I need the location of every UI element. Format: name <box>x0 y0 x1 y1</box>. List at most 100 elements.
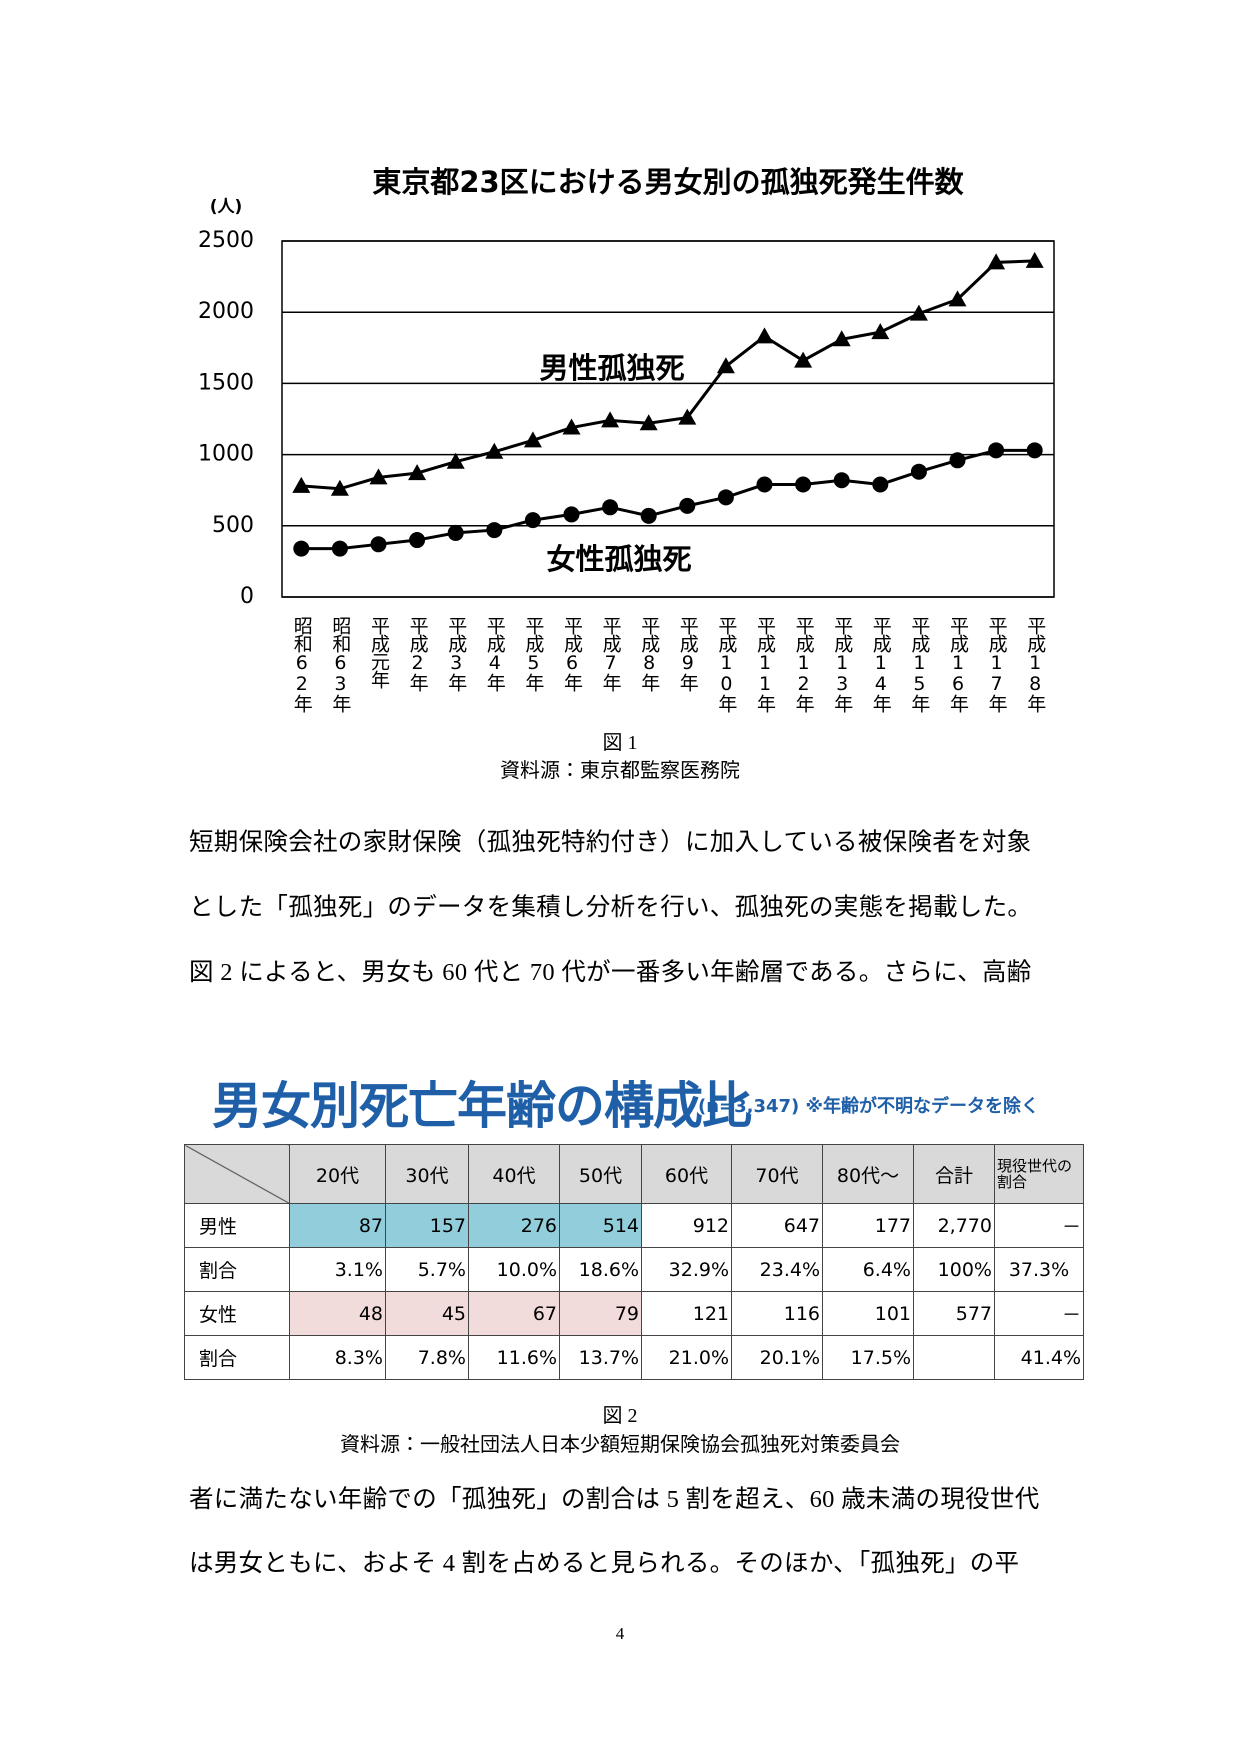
marker <box>486 522 503 539</box>
marker <box>292 476 311 493</box>
table-row: 割合 8.3% 7.8% 11.6% 13.7% 21.0% 20.1% 17.5% 41.4% <box>184 1335 1084 1380</box>
table-cell: 116 <box>731 1291 823 1336</box>
x-tick-label: 平成8年 <box>638 616 661 691</box>
table-row: 男性 87 157 276 514 912 647 177 2,770 － <box>184 1203 1084 1248</box>
table-cell: 67 <box>468 1291 560 1336</box>
series-label: 男性孤独死 <box>539 351 684 385</box>
x-tick-label: 平成11年 <box>754 616 776 712</box>
page-number: 4 <box>615 1624 625 1643</box>
marker <box>717 489 734 506</box>
marker <box>562 418 581 435</box>
y-axis-label: (人) <box>210 197 243 217</box>
marker <box>639 414 658 431</box>
table-cell: 101 <box>822 1291 914 1336</box>
x-tick-label: 平成6年 <box>561 616 583 691</box>
row-header: 割合 <box>184 1335 290 1380</box>
column-header: 20代 <box>289 1144 386 1204</box>
table-cell: 87 <box>289 1203 386 1248</box>
row-header: 男性 <box>184 1203 290 1248</box>
column-header: 80代～ <box>822 1144 914 1204</box>
table-cell: 121 <box>641 1291 732 1336</box>
table-cell: 647 <box>731 1203 823 1248</box>
marker <box>833 472 850 489</box>
table-cell: 177 <box>822 1203 914 1248</box>
body-line: は男女ともに、およそ 4 割を占めると見られる。そのほか、「孤独死」の平 <box>189 1550 1020 1577</box>
marker <box>369 468 388 485</box>
x-tick-label: 平成17年 <box>985 616 1008 712</box>
row-header: 女性 <box>184 1291 290 1336</box>
x-tick-label: 昭和63年 <box>329 616 352 712</box>
marker <box>293 540 310 557</box>
series-label: 女性孤独死 <box>546 542 691 576</box>
y-tick-label: 0 <box>240 584 254 609</box>
marker <box>640 507 657 524</box>
chart-title: 東京都23区における男女別の孤独死発生件数 <box>372 165 963 199</box>
table-cell: 23.4% <box>731 1247 823 1292</box>
table-note: (n=3,347) ※年齢が不明なデータを除く <box>698 1096 1040 1117</box>
marker <box>756 476 773 493</box>
marker <box>524 512 541 529</box>
column-header: 60代 <box>641 1144 732 1204</box>
column-header: 40代 <box>468 1144 560 1204</box>
marker <box>485 442 504 459</box>
table-cell: 157 <box>385 1203 469 1248</box>
x-tick-label: 平成16年 <box>947 616 969 712</box>
x-tick-label: 昭和62年 <box>290 616 313 712</box>
table-cell: 7.8% <box>385 1335 469 1380</box>
marker <box>330 479 349 496</box>
marker <box>679 497 696 514</box>
marker <box>331 540 348 557</box>
y-tick-label: 500 <box>212 513 254 538</box>
marker <box>909 304 928 321</box>
table-cell: 48 <box>289 1291 386 1336</box>
x-tick-label: 平成15年 <box>908 616 931 712</box>
x-tick-label: 平成5年 <box>522 616 545 691</box>
table-cell: 20.1% <box>731 1335 823 1380</box>
marker <box>988 442 1005 459</box>
figure-caption: 図 2 <box>602 1405 638 1427</box>
marker <box>602 499 619 516</box>
marker <box>949 452 966 469</box>
marker <box>872 476 889 493</box>
marker <box>871 323 890 340</box>
x-tick-label: 平成4年 <box>483 616 506 691</box>
table-cell: 514 <box>559 1203 642 1248</box>
table-cell: 18.6% <box>559 1247 642 1292</box>
table-cell: 45 <box>385 1291 469 1336</box>
marker <box>948 290 967 307</box>
table-cell: 41.4% <box>994 1335 1084 1380</box>
x-tick-label: 平成2年 <box>406 616 429 691</box>
figure-caption: 図 1 <box>602 732 638 754</box>
marker <box>601 411 620 428</box>
marker <box>832 330 851 347</box>
table-cell: 912 <box>641 1203 732 1248</box>
table-cell <box>913 1335 995 1380</box>
table-cell: 13.7% <box>559 1335 642 1380</box>
column-header: 現役世代の割合 <box>994 1144 1084 1204</box>
marker <box>447 524 464 541</box>
x-tick-label: 平成14年 <box>869 616 892 712</box>
y-tick-label: 2000 <box>198 299 254 324</box>
marker <box>409 532 426 549</box>
x-tick-label: 平成13年 <box>831 616 854 712</box>
body-line: 図 2 によると、男女も 60 代と 70 代が一番多い年齢層である。さらに、高… <box>189 959 1032 986</box>
table: 20代 30代 40代 50代 60代 70代 80代～ 合計 現役世代の割合 男性 87 157 27… <box>184 1144 1084 1380</box>
table-cell: 11.6% <box>468 1335 560 1380</box>
table-cell: 17.5% <box>822 1335 914 1380</box>
x-tick-label: 平成元年 <box>368 616 390 688</box>
x-tick-label: 平成18年 <box>1024 616 1047 712</box>
table-row: 割合 3.1% 5.7% 10.0% 18.6% 32.9% 23.4% 6.4% 100% 37… <box>184 1247 1084 1292</box>
table-cell: 37.3% <box>994 1247 1084 1292</box>
marker <box>563 506 580 523</box>
table-title: 男女別死亡年齢の構成比 <box>212 1077 752 1135</box>
row-header: 割合 <box>184 1247 290 1292</box>
marker <box>370 536 387 553</box>
body-line: 者に満たない年齢での「孤独死」の割合は 5 割を超え、60 歳未満の現役世代 <box>189 1486 1040 1513</box>
x-tick-label: 平成12年 <box>792 616 815 712</box>
marker <box>910 463 927 480</box>
header-row: 20代 30代 40代 50代 60代 70代 80代～ 合計 現役世代の割合 <box>184 1144 1084 1204</box>
marker <box>678 408 697 425</box>
table-cell: － <box>994 1291 1084 1336</box>
table-cell: 32.9% <box>641 1247 732 1292</box>
plot-frame <box>281 240 1055 598</box>
